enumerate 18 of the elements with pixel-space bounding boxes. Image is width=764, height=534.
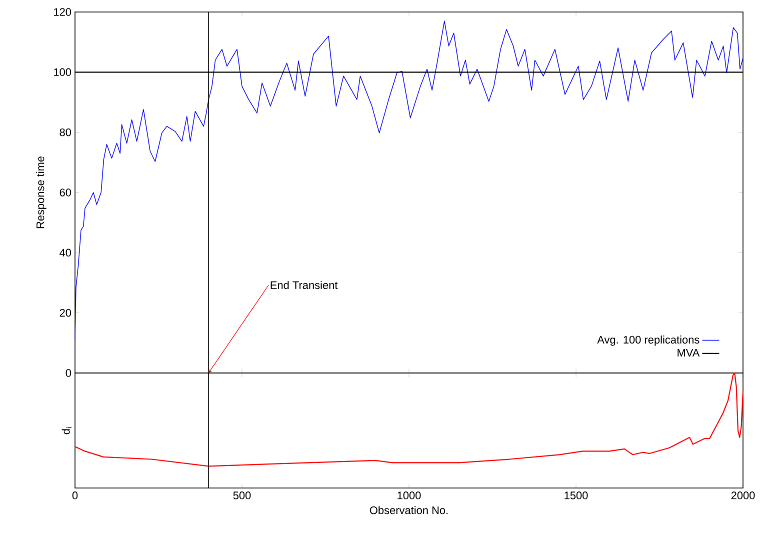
y-tick-label: 120 xyxy=(54,8,72,16)
x-tick-label: 1500 xyxy=(564,492,588,500)
legend-label: MVA xyxy=(678,348,700,356)
y-tick-label: 60 xyxy=(60,188,72,196)
y-tick-label: 20 xyxy=(60,308,72,317)
y-axis-title: d$_{i}$ xyxy=(62,427,72,434)
y-tick-label: 80 xyxy=(60,128,72,136)
x-tick-label: 2000 xyxy=(731,492,755,500)
y-axis-title: Response time xyxy=(36,156,46,228)
legend-label: Avg. 100 replications xyxy=(597,336,700,346)
x-tick-label: 0 xyxy=(72,492,78,500)
x-tick-label: 1000 xyxy=(398,492,421,500)
y-tick-label: 100 xyxy=(54,68,72,76)
y-tick-label: 40 xyxy=(60,248,72,257)
x-tick-label: 500 xyxy=(233,492,251,500)
x-axis-title: Observation No. xyxy=(370,506,448,514)
y-tick-label: 0 xyxy=(66,369,72,377)
annotation: End Transient xyxy=(270,280,338,290)
